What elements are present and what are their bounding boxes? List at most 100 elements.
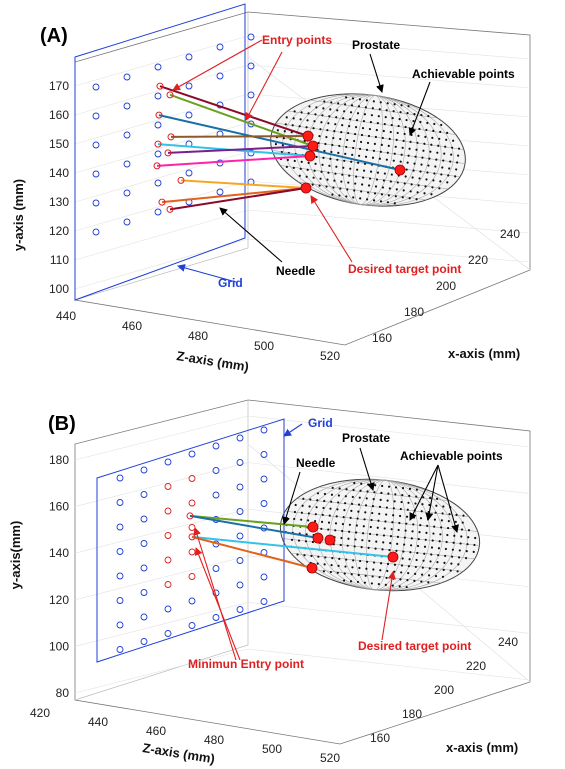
achievable-point [407,572,410,575]
achievable-point [438,187,441,190]
achievable-point [404,125,407,129]
achievable-point [346,544,349,547]
achievable-point [430,143,433,146]
achievable-point [332,186,335,189]
achievable-point [298,174,301,177]
achievable-point [323,563,326,566]
achievable-point [312,127,315,130]
achievable-point [430,546,434,549]
achievable-point [330,500,333,503]
achievable-point [420,113,423,117]
achievable-point [378,576,381,579]
achievable-point [433,525,436,528]
achievable-point [368,177,372,180]
prostate-parallel [296,498,470,517]
achievable-point [364,504,368,507]
achievable-point [422,496,425,499]
achievable-point [405,515,409,518]
achievable-point [456,154,460,157]
panel-a-y-ticks: 100 110 120 130 140 150 160 170 [49,79,69,296]
achievable-point [314,513,317,516]
grid-hole [236,532,244,540]
achievable-point [382,534,386,537]
achievable-point [329,108,332,111]
achievable-point [409,190,412,193]
achievable-point [419,170,422,173]
achievable-point [397,124,400,128]
achievable-point [340,180,343,183]
gridline [247,648,531,681]
achievable-point [301,504,304,507]
achievable-point [425,178,428,181]
achievable-point [350,104,354,107]
achievable-point [306,119,309,122]
needle-line [169,187,307,211]
achievable-point [426,121,429,125]
achievable-point [398,117,401,121]
achievable-point [337,494,341,497]
achievable-point [380,143,383,146]
achievable-point [433,172,436,175]
achievable-point [326,129,329,132]
achievable-point [293,517,296,521]
x-tick-label: 240 [498,635,518,649]
achievable-point [345,195,348,198]
achievable-point [345,145,348,149]
achievable-point [444,145,447,148]
panel-b-y-axis-label: y-axis(mm) [8,521,23,590]
achievable-point [337,151,340,154]
achievable-point [421,156,424,159]
achievable-point [438,540,441,543]
achievable-point [382,541,385,544]
y-tick-label: 100 [49,282,69,296]
achievable-point [362,120,366,123]
z-tick-label: 440 [56,309,76,323]
achievable-point [386,102,389,105]
gridline [247,64,531,89]
grid-hole [247,33,255,41]
achievable-point [415,148,418,151]
achievable-point [356,517,359,520]
achievable-point [389,130,392,134]
achievable-point [339,543,342,547]
grid-hole [236,508,244,515]
achievable-point [375,128,378,132]
achievable-point [354,538,357,541]
achievable-point [353,481,356,485]
achievable-point [338,194,341,197]
grid-hole [188,548,196,556]
achievable-point [415,558,418,562]
achievable-point [465,550,468,553]
achievable-point [472,550,475,553]
achievable-point [376,122,379,125]
achievable-point [454,175,457,178]
achievable-point [353,189,356,192]
achievable-point [418,127,421,131]
achievable-point [419,517,423,520]
achievable-point [372,498,375,501]
z-tick-label: 440 [88,715,108,729]
grid-hole [185,111,193,119]
achievable-point [283,130,286,133]
target-point [324,534,336,546]
achievable-point [384,520,387,523]
needle-line [191,535,313,569]
achievable-point [467,536,470,539]
achievable-point [298,125,301,128]
grid-hole [212,565,220,572]
y-tick-label: 110 [50,253,69,267]
achievable-point [466,543,469,546]
achievable-point [379,569,382,572]
achievable-point [425,531,428,534]
achievable-point [318,184,321,187]
achievable-point [364,574,367,577]
achievable-point [437,554,440,557]
achievable-point [328,164,331,167]
achievable-point [369,525,372,529]
grid-hole [236,483,244,491]
achievable-point [344,565,347,568]
entry-point [154,140,162,148]
achievable-point [381,186,385,189]
achievable-point [365,99,368,102]
achievable-point [417,184,420,187]
